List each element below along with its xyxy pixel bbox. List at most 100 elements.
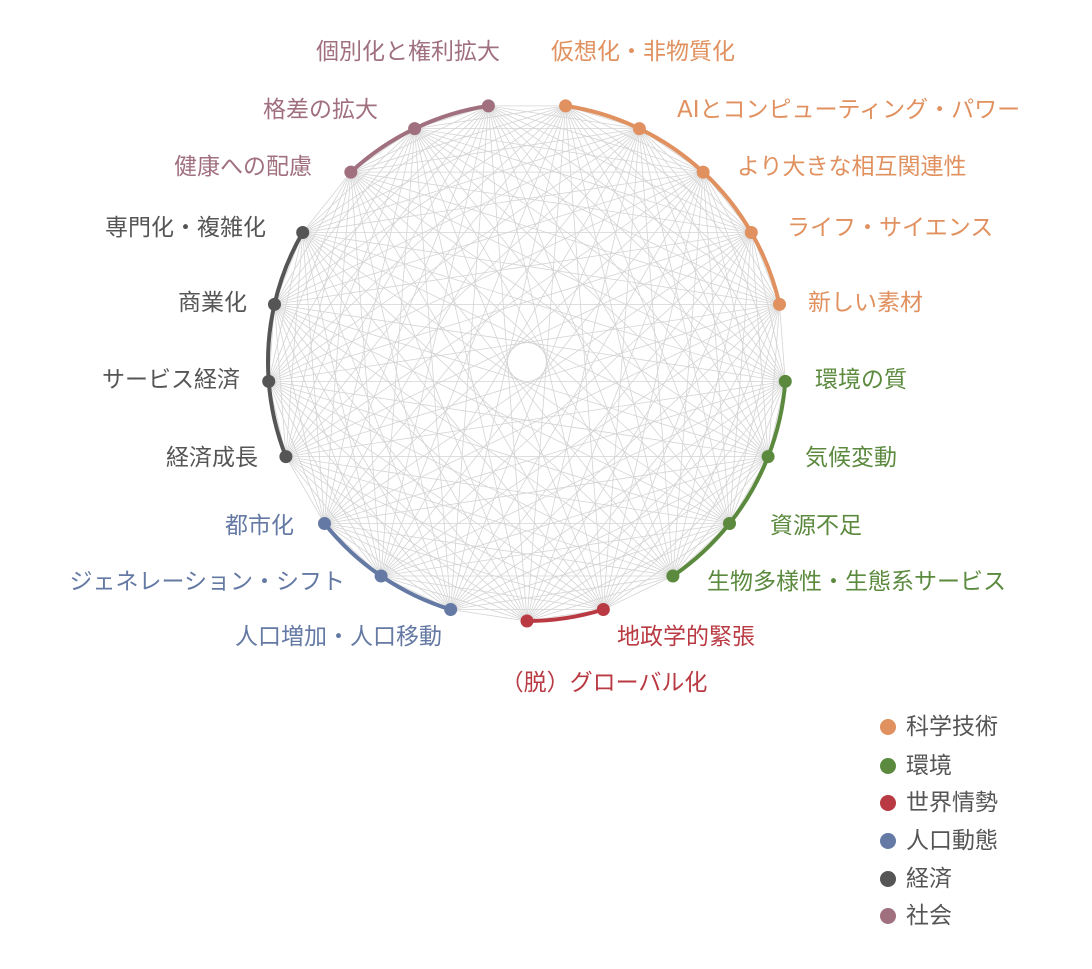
node[interactable] [262, 374, 276, 388]
edge [268, 303, 780, 382]
edge [302, 128, 415, 233]
edge [750, 232, 786, 382]
edge [350, 105, 489, 173]
node[interactable] [408, 122, 422, 136]
edge [729, 232, 752, 524]
node[interactable] [778, 374, 792, 388]
edge [268, 381, 382, 577]
node[interactable] [773, 297, 787, 311]
legend-item: 環境 [880, 753, 952, 779]
legend-item: 世界情勢 [880, 790, 998, 816]
edge [767, 304, 780, 457]
node[interactable] [520, 614, 534, 628]
edge [350, 128, 640, 173]
edge [603, 575, 674, 610]
node-label: 資源不足 [770, 513, 862, 539]
legend-dot-icon [880, 908, 896, 924]
edge [285, 128, 415, 457]
edge [274, 303, 769, 458]
node[interactable] [761, 450, 775, 464]
edge [350, 171, 730, 524]
node[interactable] [267, 297, 281, 311]
edge [268, 105, 566, 382]
edge [324, 172, 352, 524]
edge [268, 380, 730, 524]
edge [285, 172, 352, 457]
edge [324, 105, 566, 524]
edge [274, 304, 452, 610]
edge [487, 105, 528, 622]
node[interactable] [318, 516, 332, 530]
node[interactable] [374, 569, 388, 583]
edge [414, 128, 452, 610]
edge [285, 232, 752, 457]
edge [302, 105, 489, 233]
edge [285, 303, 780, 458]
edge [324, 128, 640, 524]
node[interactable] [596, 602, 610, 616]
edge [414, 128, 780, 305]
node-label: 気候変動 [805, 445, 897, 471]
edge [324, 171, 704, 524]
edge [414, 128, 604, 610]
edge [702, 171, 786, 382]
legend-item: 人口動態 [880, 828, 998, 854]
node[interactable] [279, 450, 293, 464]
edge [302, 232, 769, 457]
edge [414, 128, 769, 457]
edge [672, 304, 780, 577]
edge [350, 172, 452, 610]
node-label: 都市化 [225, 513, 294, 539]
edge [274, 304, 382, 577]
edge [302, 232, 780, 305]
edge [324, 523, 528, 622]
legend-item: 科学技術 [880, 714, 998, 740]
node[interactable] [632, 122, 646, 136]
legend-label: 環境 [906, 753, 952, 779]
edge [414, 128, 730, 524]
edge [488, 105, 604, 610]
edge [380, 304, 780, 577]
edge [450, 575, 673, 610]
node[interactable] [296, 226, 310, 239]
node[interactable] [444, 602, 458, 616]
node-label: AIとコンピューティング・パワー [677, 97, 1020, 123]
edge [488, 105, 704, 173]
edge [450, 171, 704, 610]
node[interactable] [744, 226, 758, 239]
edge [350, 105, 566, 173]
edge [302, 232, 604, 610]
node[interactable] [722, 516, 736, 530]
edge [274, 232, 752, 305]
edge [324, 128, 416, 524]
node[interactable] [696, 165, 710, 179]
edge [324, 380, 786, 524]
edge [603, 523, 730, 610]
edge [285, 232, 304, 457]
edge [268, 381, 325, 524]
edge [380, 232, 752, 577]
edge [602, 232, 752, 610]
edge [268, 381, 451, 610]
edge [672, 381, 786, 577]
node[interactable] [344, 165, 358, 179]
legend-dot-icon [880, 795, 896, 811]
edge [268, 105, 489, 382]
node[interactable] [481, 99, 495, 113]
edge [526, 105, 567, 622]
node-label: 格差の拡大 [263, 97, 378, 123]
edge [285, 128, 640, 457]
node-label: ジェネレーション・シフト [69, 569, 345, 595]
edge [350, 172, 382, 577]
edge [274, 304, 674, 577]
node-label: 生物多様性・生態系サービス [707, 569, 1006, 595]
edge [488, 105, 780, 305]
legend-label: 世界情勢 [906, 790, 998, 816]
node[interactable] [666, 569, 680, 583]
edge [302, 232, 674, 577]
edge [274, 128, 640, 305]
edge [450, 105, 566, 610]
edge [526, 171, 704, 622]
node[interactable] [559, 99, 573, 113]
